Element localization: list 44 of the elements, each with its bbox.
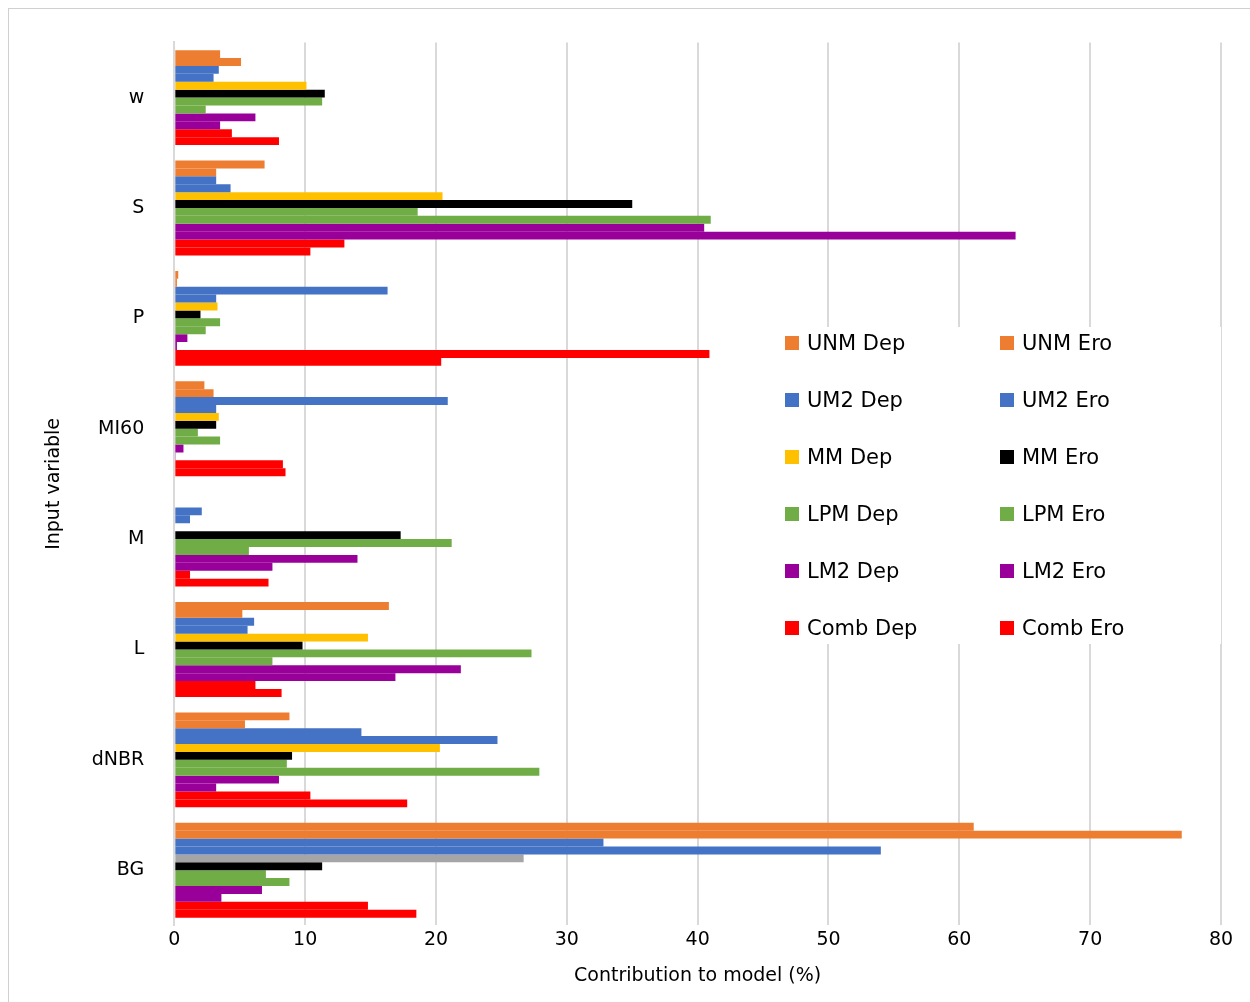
bar: [175, 200, 633, 208]
bar: [175, 862, 323, 871]
x-tick-label: 20: [423, 926, 449, 949]
x-tick-label: 60: [947, 926, 972, 949]
bar: [175, 633, 368, 642]
bar: [175, 854, 524, 863]
bar: [175, 81, 307, 90]
legend-label: UM2 Ero: [1022, 388, 1110, 412]
x-tick-label: 30: [554, 926, 579, 949]
y-tick-label: MI60: [98, 415, 145, 438]
x-tick-label: 0: [168, 926, 181, 949]
x-tick-label: 70: [1078, 926, 1103, 949]
legend-label: MM Dep: [807, 445, 893, 469]
y-tick-label: S: [132, 194, 145, 217]
legend-label: UNM Ero: [1022, 331, 1113, 355]
legend-label: MM Ero: [1022, 445, 1100, 469]
bar: [175, 531, 401, 540]
legend-label: LPM Ero: [1022, 502, 1106, 526]
legend-label: LM2 Dep: [807, 559, 900, 583]
legend-label: LM2 Ero: [1022, 559, 1107, 583]
legend-label: UM2 Dep: [807, 388, 903, 412]
x-tick-label: 80: [1208, 926, 1234, 949]
legend-label: Comb Dep: [807, 616, 918, 640]
legend-label: UNM Dep: [807, 331, 906, 355]
x-tick-label: 40: [685, 926, 710, 949]
bar: [175, 412, 219, 421]
bar: [175, 89, 325, 98]
bar: [175, 420, 217, 429]
y-tick-label: L: [133, 636, 145, 659]
bar: [175, 751, 293, 760]
legend-label: Comb Ero: [1022, 616, 1125, 640]
y-tick-label: dNBR: [91, 746, 145, 769]
x-tick-label: 10: [293, 926, 318, 949]
y-axis-title: Input variable: [41, 417, 64, 550]
bar: [175, 192, 443, 201]
y-tick-label: M: [127, 526, 145, 549]
legend-label: LPM Dep: [807, 502, 899, 526]
bar: [175, 744, 440, 752]
bar: [175, 310, 201, 319]
x-tick-label: 50: [816, 926, 841, 949]
y-tick-label: BG: [116, 857, 145, 880]
x-axis-title: Contribution to model (%): [574, 962, 822, 985]
y-tick-label: w: [128, 84, 145, 107]
y-tick-label: P: [132, 305, 145, 328]
